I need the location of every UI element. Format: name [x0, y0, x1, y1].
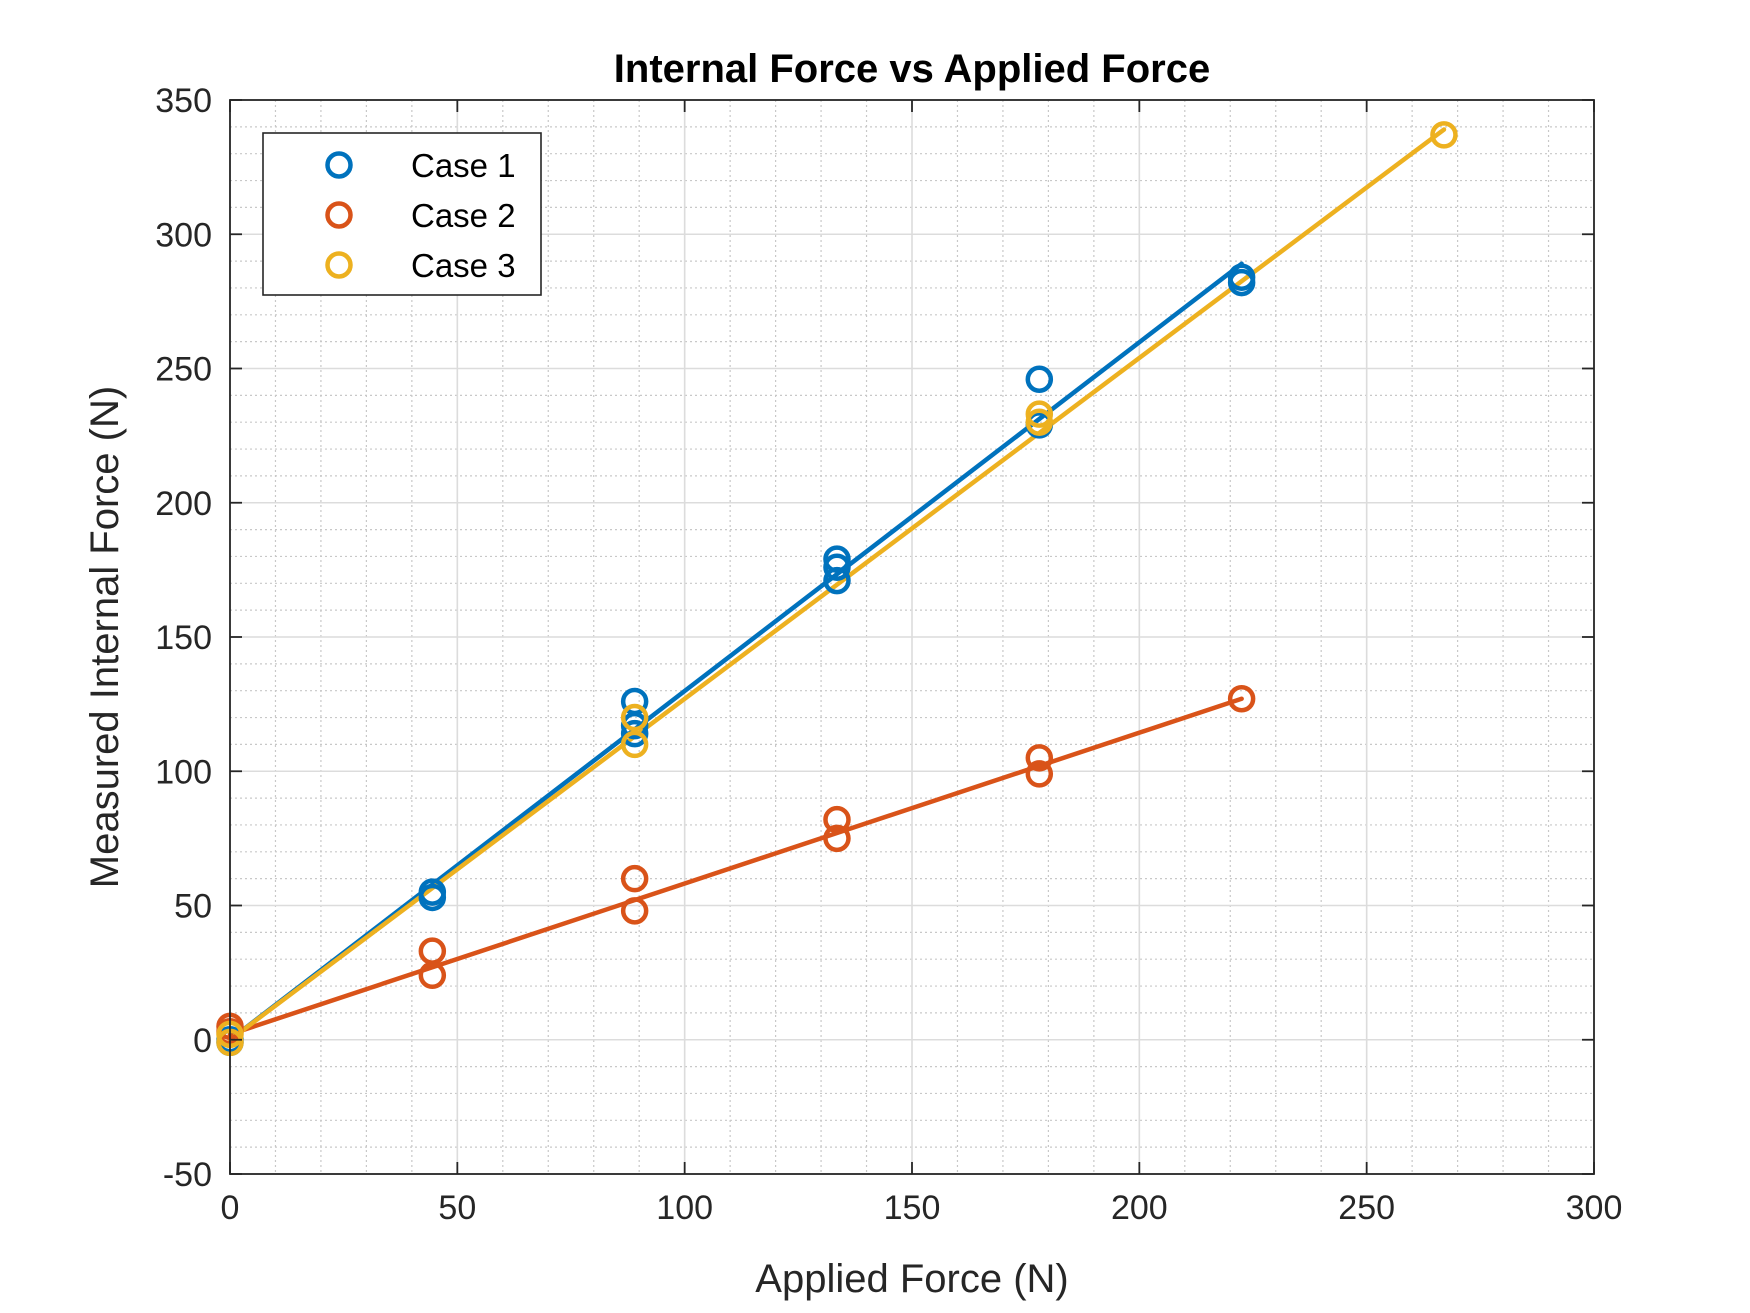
y-axis-label: Measured Internal Force (N): [83, 386, 127, 888]
legend-marker-series-3: [325, 251, 353, 279]
legend-label-series-3: Case 3: [411, 247, 516, 284]
data-point-series-2: [1227, 685, 1256, 713]
data-point-series-2: [1025, 760, 1054, 788]
data-point-series-2: [418, 961, 447, 990]
chart-title: Internal Force vs Applied Force: [614, 47, 1210, 91]
data-point-series-2: [620, 864, 649, 893]
y-tick-label: 250: [155, 351, 212, 389]
x-tick-label: 300: [1566, 1189, 1623, 1227]
x-axis-label: Applied Force (N): [755, 1257, 1068, 1301]
y-tick-label: 150: [155, 619, 212, 657]
legend: Case 1 Case 2 Case 3: [262, 132, 542, 296]
y-tick-label: -50: [163, 1156, 212, 1194]
y-tick-label: 300: [155, 216, 212, 254]
x-tick-label: 0: [221, 1189, 240, 1227]
x-tick-label: 200: [1111, 1189, 1168, 1227]
legend-label-series-2: Case 2: [411, 197, 516, 234]
data-point-series-1: [418, 883, 447, 912]
data-point-series-3: [620, 703, 649, 732]
data-point-series-1: [823, 553, 851, 581]
y-tick-label: 200: [155, 485, 212, 523]
y-tick-label: 350: [155, 82, 212, 120]
legend-marker-series-1: [325, 151, 353, 179]
data-point-series-2: [1025, 744, 1054, 772]
data-point-series-1: [1025, 365, 1054, 393]
legend-marker-series-2: [325, 201, 353, 229]
data-point-series-3: [1025, 408, 1054, 436]
x-tick-label: 100: [656, 1189, 713, 1227]
x-tick-label: 250: [1338, 1189, 1395, 1227]
legend-box: [262, 132, 542, 296]
y-tick-label: 50: [174, 888, 212, 926]
data-point-series-3: [1430, 121, 1458, 149]
x-tick-label: 150: [884, 1189, 941, 1227]
fit-line-series-1: [227, 261, 1244, 1042]
data-point-series-1: [620, 711, 649, 740]
x-tick-label: 50: [438, 1189, 476, 1227]
y-tick-label: 100: [155, 753, 212, 791]
data-point-series-3: [620, 730, 649, 759]
data-point-series-1: [823, 566, 851, 595]
data-point-series-1: [620, 719, 649, 748]
legend-label-series-1: Case 1: [411, 147, 516, 184]
data-point-series-3: [1025, 400, 1054, 428]
fit-line-series-2: [227, 696, 1244, 1037]
data-point-series-1: [1227, 268, 1256, 297]
data-point-series-2: [823, 824, 851, 853]
y-tick-labels: -50 0 50 100 150 200 250 300 350: [155, 82, 212, 1194]
axes-box: [229, 99, 1595, 1175]
data-point-series-2: [823, 805, 851, 834]
y-tick-label: 0: [193, 1022, 212, 1060]
data-point-series-2: [620, 897, 649, 925]
x-tick-labels: 0 50 100 150 200 250 300: [221, 1189, 1623, 1227]
